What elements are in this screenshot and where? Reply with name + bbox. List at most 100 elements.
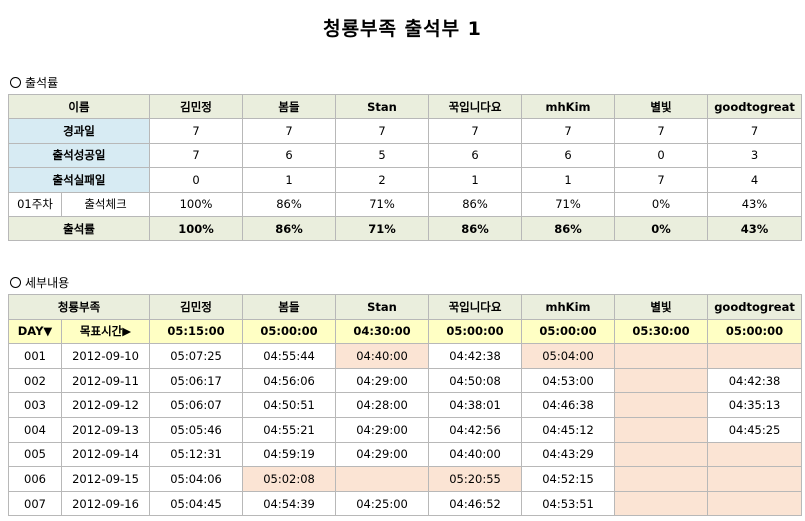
member-name: Stan	[335, 93, 430, 120]
goal-time: 05:00:00	[242, 318, 337, 345]
fail-days-row: 출석실패일 0 1 2 1 1 7 4	[7, 167, 803, 193]
day-header: DAY▼	[8, 318, 62, 345]
member-name: 꾹입니다요	[428, 294, 523, 320]
elapsed-days-row: 경과일 7 7 7 7 7 7 7	[7, 118, 803, 144]
time-cell	[614, 392, 709, 418]
time-cell: 05:05:46	[149, 416, 244, 443]
time-cell	[614, 367, 709, 394]
goal-time-row: DAY▼ 목표시간▶ 05:15:00 05:00:00 04:30:00 05…	[8, 318, 803, 345]
time-cell: 04:42:38	[428, 343, 523, 369]
goal-time: 05:15:00	[149, 318, 244, 345]
cell: 86%	[242, 215, 337, 242]
goal-time: 04:30:00	[335, 318, 430, 345]
time-cell: 04:59:19	[242, 441, 337, 468]
time-cell: 04:54:39	[242, 490, 337, 517]
time-cell	[614, 416, 709, 443]
time-cell	[614, 441, 709, 468]
cell: 7	[521, 118, 616, 144]
time-cell: 05:06:07	[149, 392, 244, 418]
time-cell: 04:45:12	[521, 416, 616, 443]
time-cell: 05:02:08	[242, 466, 337, 492]
goal-time: 05:00:00	[521, 318, 616, 345]
time-cell: 05:04:45	[149, 490, 244, 517]
cell: 43%	[707, 215, 803, 242]
member-name: 김민정	[149, 93, 244, 120]
cell: 71%	[335, 215, 430, 242]
table-row: 006 2012-09-15 05:04:06 05:02:08 05:20:5…	[8, 466, 803, 492]
date: 2012-09-11	[60, 367, 151, 394]
date: 2012-09-16	[60, 490, 151, 517]
cell: 7	[149, 118, 244, 144]
table-row: 001 2012-09-10 05:07:25 04:55:44 04:40:0…	[8, 343, 803, 369]
time-cell: 04:50:08	[428, 367, 523, 394]
cell: 7	[335, 118, 430, 144]
cell: 86%	[242, 191, 337, 217]
cell: 7	[614, 167, 709, 193]
row-label: 출석성공일	[7, 142, 151, 169]
time-cell: 04:55:21	[242, 416, 337, 443]
cell: 6	[521, 142, 616, 169]
table-row: 007 2012-09-16 05:04:45 04:54:39 04:25:0…	[8, 490, 803, 517]
time-cell	[707, 343, 803, 369]
member-name: 별빛	[614, 93, 709, 120]
table-row: 003 2012-09-12 05:06:07 04:50:51 04:28:0…	[8, 392, 803, 418]
check-label: 출석체크	[60, 191, 151, 217]
success-days-row: 출석성공일 7 6 5 6 6 0 3	[7, 142, 803, 169]
time-cell: 04:42:56	[428, 416, 523, 443]
cell: 71%	[521, 191, 616, 217]
cell: 0%	[614, 191, 709, 217]
goal-time: 05:00:00	[428, 318, 523, 345]
attendance-summary-table: 이름 김민정 봄들 Stan 꾹입니다요 mhKim 별빛 goodtogrea…	[7, 93, 803, 242]
member-name: 봄들	[242, 294, 337, 320]
time-cell: 04:29:00	[335, 441, 430, 468]
cell: 5	[335, 142, 430, 169]
date: 2012-09-10	[60, 343, 151, 369]
time-cell: 05:07:25	[149, 343, 244, 369]
time-cell: 04:40:00	[335, 343, 430, 369]
goal-time-header: 목표시간▶	[60, 318, 151, 345]
time-cell: 04:53:00	[521, 367, 616, 394]
member-name: 별빛	[614, 294, 709, 320]
detail-header-row: 청룡부족 김민정 봄들 Stan 꾹입니다요 mhKim 별빛 goodtogr…	[7, 294, 803, 320]
cell: 7	[149, 142, 244, 169]
cell: 7	[428, 118, 523, 144]
time-cell: 04:56:06	[242, 367, 337, 394]
circle-bullet-icon	[10, 277, 21, 288]
member-name: 봄들	[242, 93, 337, 120]
day-number: 003	[8, 392, 62, 418]
cell: 4	[707, 167, 803, 193]
cell: 86%	[428, 191, 523, 217]
time-cell: 04:55:44	[242, 343, 337, 369]
time-cell: 05:20:55	[428, 466, 523, 492]
tribe-header: 청룡부족	[7, 294, 151, 320]
cell: 43%	[707, 191, 803, 217]
cell: 3	[707, 142, 803, 169]
time-cell: 05:04:06	[149, 466, 244, 492]
time-cell	[614, 490, 709, 517]
time-cell: 04:40:00	[428, 441, 523, 468]
day-number: 005	[8, 441, 62, 468]
date: 2012-09-15	[60, 466, 151, 492]
cell: 2	[335, 167, 430, 193]
cell: 6	[242, 142, 337, 169]
cell: 1	[242, 167, 337, 193]
goal-time: 05:00:00	[707, 318, 803, 345]
week-label: 01주차	[8, 191, 62, 217]
attendance-rate-section-label: 출석률	[10, 74, 58, 91]
time-cell: 04:28:00	[335, 392, 430, 418]
cell: 0	[149, 167, 244, 193]
page-title: 청룡부족 출석부 1	[323, 18, 482, 40]
day-number: 002	[8, 367, 62, 394]
time-cell: 04:42:38	[707, 367, 803, 394]
cell: 7	[614, 118, 709, 144]
name-header: 이름	[7, 93, 151, 120]
day-number: 001	[8, 343, 62, 369]
date: 2012-09-13	[60, 416, 151, 443]
cell: 6	[428, 142, 523, 169]
circle-bullet-icon	[10, 77, 21, 88]
time-cell: 04:53:51	[521, 490, 616, 517]
week-check-row: 01주차 출석체크 100% 86% 71% 86% 71% 0% 43%	[8, 191, 803, 217]
cell: 86%	[521, 215, 616, 242]
time-cell	[335, 466, 430, 492]
cell: 100%	[149, 215, 244, 242]
